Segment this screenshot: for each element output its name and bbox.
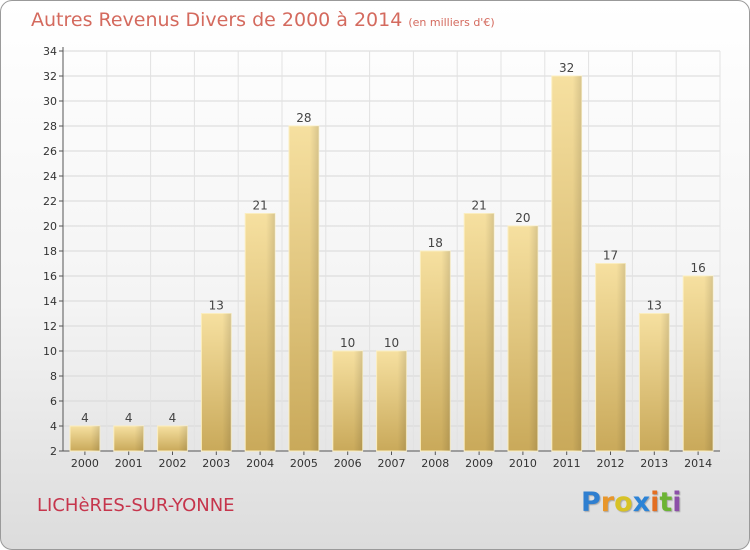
x-tick-label: 2007	[378, 457, 406, 470]
logo-letter: x	[632, 487, 651, 518]
bar-shade	[572, 76, 582, 451]
bar-shade	[353, 351, 363, 451]
y-tick-label: 6	[50, 395, 57, 408]
data-label: 32	[559, 61, 574, 75]
logo-letter: i	[672, 487, 682, 518]
town-name: LICHèRES-SUR-YONNE	[37, 495, 235, 516]
y-tick-label: 28	[43, 120, 57, 133]
bar-shade	[309, 126, 319, 451]
data-label: 4	[125, 411, 133, 425]
x-tick-label: 2003	[202, 457, 230, 470]
y-tick-label: 26	[43, 145, 57, 158]
logo-letter: r	[600, 487, 615, 518]
bar-shade	[528, 226, 538, 451]
x-tick-label: 2014	[684, 457, 712, 470]
logo-letter: i	[650, 487, 660, 518]
x-tick-label: 2001	[115, 457, 143, 470]
bar-shade	[90, 426, 100, 451]
y-tick-label: 14	[43, 295, 57, 308]
y-tick-label: 30	[43, 95, 57, 108]
data-label: 21	[252, 199, 267, 213]
y-tick-label: 24	[43, 170, 57, 183]
x-tick-label: 2008	[421, 457, 449, 470]
bar-shade	[222, 313, 232, 451]
data-label: 10	[384, 336, 399, 350]
x-tick-label: 2002	[159, 457, 187, 470]
x-tick-label: 2012	[597, 457, 625, 470]
chart-title: Autres Revenus Divers de 2000 à 2014 (en …	[31, 9, 495, 31]
bar-shade	[616, 263, 626, 451]
data-label: 13	[647, 299, 662, 313]
data-label: 21	[471, 199, 486, 213]
y-tick-label: 10	[43, 345, 57, 358]
y-tick-label: 16	[43, 270, 57, 283]
bars	[69, 75, 714, 452]
bar-shade	[266, 213, 275, 451]
bar-shade	[660, 313, 670, 451]
bar-shade	[178, 426, 188, 451]
x-tick-label: 2004	[246, 457, 274, 470]
x-tick-label: 2010	[509, 457, 537, 470]
data-label: 17	[603, 249, 618, 263]
data-label: 13	[209, 299, 224, 313]
logo-letter: t	[659, 487, 673, 518]
logo-letter: o	[614, 487, 633, 518]
data-labels: 4 4 4 13 21 28 10 10 18 21 20 32 17 13 16	[81, 61, 706, 425]
proxiti-logo: Proxiti	[581, 487, 682, 518]
data-label: 16	[690, 261, 705, 275]
data-label: 18	[428, 236, 443, 250]
bar-shade	[441, 251, 451, 451]
x-tick-label: 2013	[640, 457, 668, 470]
y-tick-label: 22	[43, 195, 57, 208]
y-tick-label: 32	[43, 70, 57, 83]
x-tick-label: 2000	[71, 457, 99, 470]
x-tick-label: 2005	[290, 457, 318, 470]
data-label: 4	[81, 411, 89, 425]
chart-subtitle: (en milliers d'€)	[408, 16, 495, 29]
y-tick-label: 12	[43, 320, 57, 333]
y-tick-label: 20	[43, 220, 57, 233]
data-label: 20	[515, 211, 530, 225]
logo-letter: P	[581, 487, 601, 518]
chart-title-text: Autres Revenus Divers de 2000 à 2014	[31, 9, 403, 31]
data-label: 4	[169, 411, 177, 425]
x-tick-labels: 2000 2001 2002 2003 2004 2005 2006 2007 2008 2009…	[71, 457, 712, 470]
bar-shade	[704, 276, 713, 451]
y-tick-label: 34	[43, 45, 57, 58]
x-tick-label: 2006	[334, 457, 362, 470]
y-tick-label: 4	[50, 420, 57, 433]
data-label: 10	[340, 336, 355, 350]
y-tick-label: 2	[50, 445, 57, 458]
y-tick-label: 18	[43, 245, 57, 258]
bar-shade	[485, 213, 494, 451]
x-tick-label: 2009	[465, 457, 493, 470]
bar-shade	[397, 351, 407, 451]
y-tick-label: 8	[50, 370, 57, 383]
data-label: 28	[296, 111, 311, 125]
bar-shade	[134, 426, 144, 451]
x-tick-label: 2011	[553, 457, 581, 470]
